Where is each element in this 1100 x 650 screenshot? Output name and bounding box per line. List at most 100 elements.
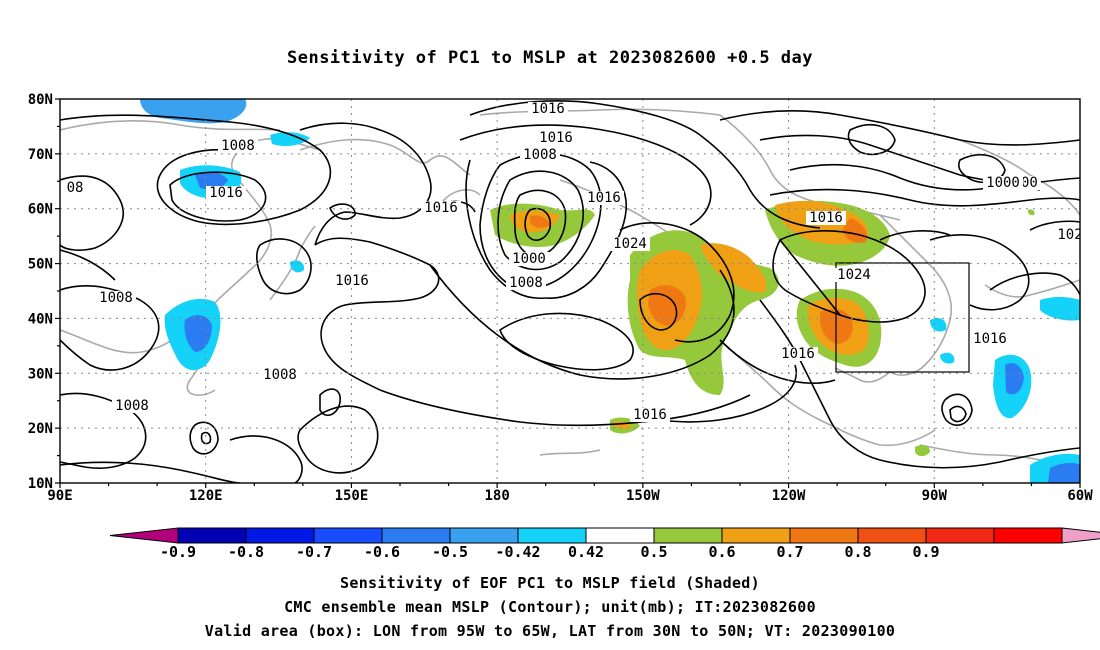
- lat-label: 80N: [28, 92, 53, 108]
- contour-label-bg: [112, 399, 152, 413]
- mslp-contours: [60, 100, 1080, 483]
- contour-label: 1016: [973, 331, 1007, 347]
- contour-label-bg: [520, 148, 560, 162]
- colorbar-label: -0.5: [432, 543, 468, 561]
- lon-label: 90E: [47, 488, 72, 504]
- negative-sensitivity: [140, 99, 1080, 483]
- lon-label: 120W: [772, 488, 806, 504]
- contour-label-bg: [509, 252, 549, 266]
- contour-label-bg: [332, 274, 372, 288]
- colorbar-label: 0.42: [568, 543, 604, 561]
- contour-label-bg: [806, 211, 846, 225]
- colorbar-label: -0.9: [160, 543, 196, 561]
- contour-label: 1000: [986, 175, 1020, 191]
- contour-label: 1016: [781, 346, 815, 362]
- colorbar-label: -0.7: [296, 543, 332, 561]
- lon-label: 60W: [1067, 488, 1093, 504]
- contour-label-bg: [834, 268, 874, 282]
- contour-label: 1024: [613, 236, 647, 252]
- contour-label-bg: [64, 181, 86, 195]
- contour-label: 1024: [837, 267, 871, 283]
- lat-label: 30N: [28, 366, 53, 382]
- contour-label: 1008: [115, 398, 149, 414]
- lat-label: 50N: [28, 257, 53, 273]
- map-background: [60, 99, 1080, 483]
- contour-label: 1016: [424, 200, 458, 216]
- colorbar-cell: [789, 527, 859, 544]
- contour-label-bg: [218, 139, 258, 153]
- contour-label-bg: [206, 186, 246, 200]
- contour-label-bg: [506, 276, 546, 290]
- lon-label: 90W: [922, 488, 948, 504]
- contour-label-bg: [983, 176, 1023, 190]
- contour-label: 1008: [523, 147, 557, 163]
- lat-label: 10N: [28, 476, 53, 492]
- lon-label: 120E: [189, 488, 223, 504]
- contour-label: 102: [1057, 227, 1082, 243]
- colorbar-label: 0.7: [776, 543, 803, 561]
- colorbar-label: 0.6: [708, 543, 735, 561]
- contour-label: 1016: [809, 210, 843, 226]
- colorbar: -0.9 -0.8 -0.7 -0.6 -0.5 -0.42 0.42 0.5 0.6 0.7 0.…: [109, 527, 1100, 561]
- lon-label: 150W: [626, 488, 660, 504]
- contour-label: 1016: [539, 130, 573, 146]
- colorbar-label: -0.42: [495, 543, 540, 561]
- contour-label-bg: [584, 191, 624, 205]
- contour-label: 1008: [263, 367, 297, 383]
- contour-label-bg: [970, 332, 1010, 346]
- contour-label-bg: [260, 368, 300, 382]
- colorbar-cell: [449, 527, 519, 544]
- contour-label-bg: [610, 237, 650, 251]
- caption-line-1: Sensitivity of EOF PC1 to MSLP field (Sh…: [340, 574, 760, 592]
- contour-label-bg: [630, 408, 670, 422]
- contour-label-bg: [778, 347, 818, 361]
- lon-label: 150E: [335, 488, 369, 504]
- colorbar-cell: [585, 527, 655, 544]
- colorbar-right-arrow: [1061, 527, 1100, 544]
- contour-label: 1016: [209, 185, 243, 201]
- contour-label-bg: [536, 131, 576, 145]
- contour-label-bg: [421, 201, 461, 215]
- contour-label: 1016: [531, 101, 565, 117]
- lat-label: 40N: [28, 311, 53, 327]
- colorbar-cell: [313, 527, 383, 544]
- chart-title: Sensitivity of PC1 to MSLP at 2023082600…: [286, 48, 813, 68]
- contour-labels: 1016101610081016101610001008102410161008…: [64, 101, 1082, 423]
- colorbar-cell: [381, 527, 451, 544]
- lat-label: 70N: [28, 147, 53, 163]
- contour-label: 1016: [335, 273, 369, 289]
- colorbar-cell: [721, 527, 791, 544]
- colorbar-label: -0.8: [228, 543, 264, 561]
- contour-label: 08: [67, 180, 84, 196]
- colorbar-label: -0.6: [364, 543, 400, 561]
- caption-line-2: CMC ensemble mean MSLP (Contour); unit(m…: [284, 598, 816, 616]
- colorbar-cell: [993, 527, 1063, 544]
- colorbar-cell: [517, 527, 587, 544]
- colorbar-label: 0.8: [844, 543, 871, 561]
- map-gridlines: [60, 99, 1080, 483]
- lon-label: 180: [484, 488, 509, 504]
- caption-line-3: Valid area (box): LON from 95W to 65W, L…: [204, 622, 896, 640]
- colorbar-left-arrow: [109, 527, 179, 544]
- contour-label: 1008: [509, 275, 543, 291]
- colorbar-label: 0.9: [912, 543, 939, 561]
- lat-label: 20N: [28, 421, 53, 437]
- colorbar-cell: [653, 527, 723, 544]
- contour-label: 1008: [99, 290, 133, 306]
- colorbar-cell: [925, 527, 995, 544]
- colorbar-label: 0.5: [640, 543, 667, 561]
- colorbar-cell: [245, 527, 315, 544]
- contour-label: 1016: [587, 190, 621, 206]
- contour-label-bg: [96, 291, 136, 305]
- lat-label: 60N: [28, 202, 53, 218]
- contour-label-bg: [1054, 228, 1080, 242]
- contour-label: 1008: [221, 138, 255, 154]
- valid-area-box: [835, 262, 970, 373]
- colorbar-cell: [177, 527, 247, 544]
- contour-label: 1016: [633, 407, 667, 423]
- contour-label-bg: [528, 102, 568, 116]
- axis-ticks: [55, 98, 1081, 488]
- contour-label: 1000: [512, 251, 546, 267]
